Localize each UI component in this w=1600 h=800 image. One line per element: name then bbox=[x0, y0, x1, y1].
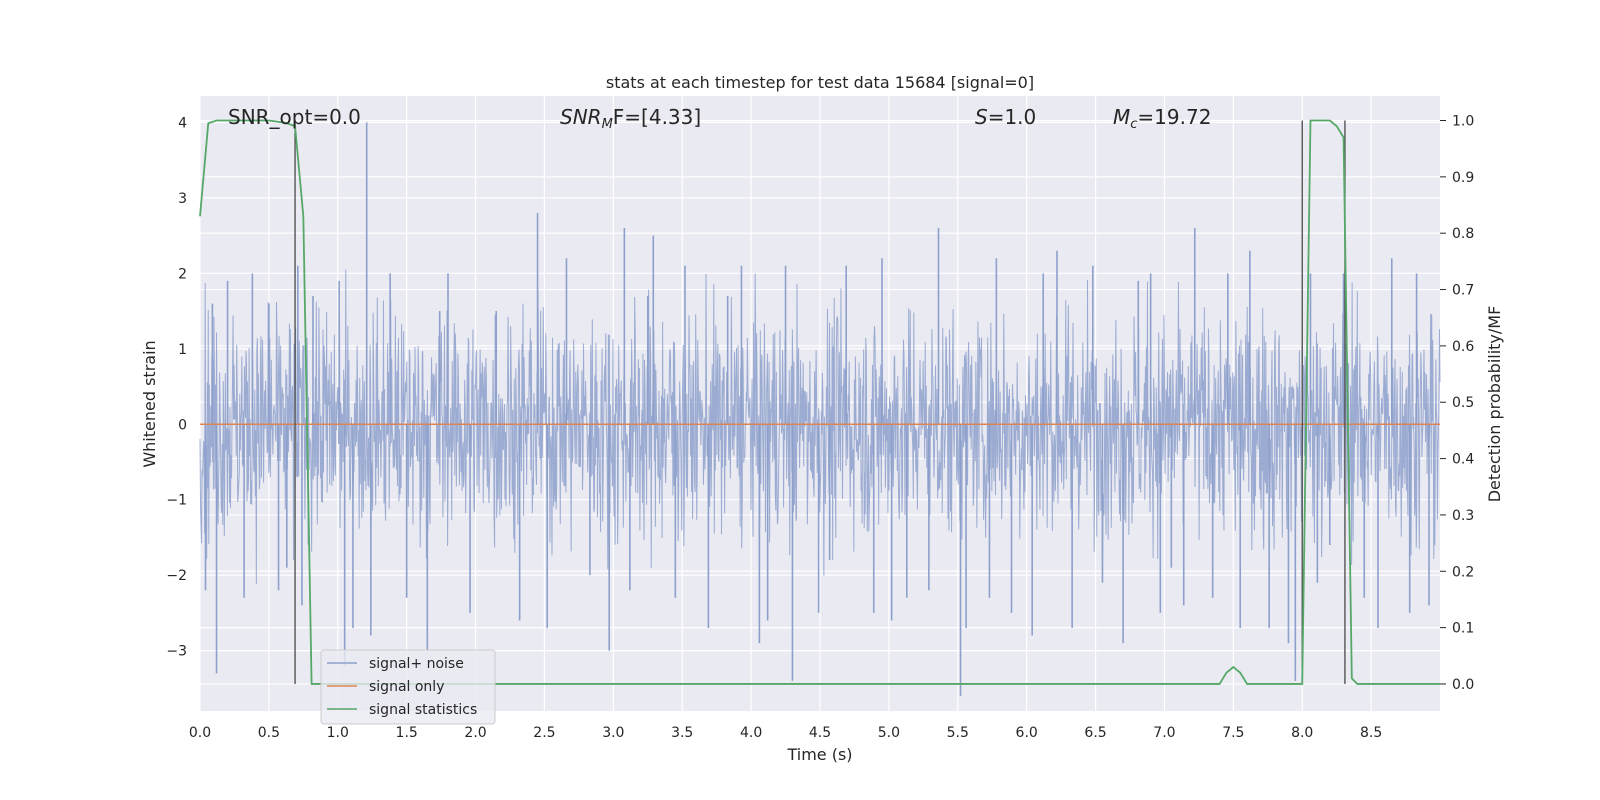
y2-tick-label: 0.7 bbox=[1452, 283, 1474, 299]
y-tick-label: 3 bbox=[178, 191, 187, 207]
annotation-mc: Mc=19.72 bbox=[1113, 105, 1211, 132]
x-tick-label: 6.5 bbox=[1084, 725, 1106, 741]
x-tick-label: 2.0 bbox=[464, 725, 486, 741]
y2-tick-label: 0.5 bbox=[1452, 395, 1474, 411]
x-tick-label: 6.0 bbox=[1016, 725, 1038, 741]
x-axis-ticks: 0.0 0.5 1.0 1.5 2.0 2.5 3.0 3.5 4.0 4.5 5.0 5.5 6.0 6… bbox=[189, 725, 1382, 741]
legend-label-signal-statistics: signal statistics bbox=[369, 702, 477, 718]
x-tick-label: 0.5 bbox=[258, 725, 280, 741]
x-tick-label: 2.5 bbox=[533, 725, 555, 741]
annotation-snr-opt: SNR_opt=0.0 bbox=[228, 105, 361, 129]
y2-axis-ticks: 0.0 0.1 0.2 0.3 0.4 0.5 0.6 0.7 0.8 0.9 1.0 bbox=[1440, 114, 1474, 693]
y2-tick-label: 0.6 bbox=[1452, 339, 1474, 355]
y-tick-label: −3 bbox=[166, 644, 187, 660]
y2-tick-label: 0.1 bbox=[1452, 621, 1474, 637]
x-tick-label: 5.5 bbox=[947, 725, 969, 741]
x-tick-label: 7.0 bbox=[1153, 725, 1175, 741]
annotation-snr-mf-sub: M bbox=[602, 117, 613, 132]
y2-tick-label: 0.9 bbox=[1452, 170, 1474, 186]
y2-axis-label: Detection probability/MF bbox=[1485, 306, 1504, 503]
annotation-s-base: S bbox=[975, 105, 988, 129]
annotation-mc-rest: =19.72 bbox=[1137, 105, 1211, 129]
x-tick-label: 4.0 bbox=[740, 725, 762, 741]
y2-tick-label: 0.0 bbox=[1452, 677, 1474, 693]
x-tick-label: 3.0 bbox=[602, 725, 624, 741]
noise-trace bbox=[199, 269, 1441, 584]
x-tick-label: 0.0 bbox=[189, 725, 211, 741]
y-tick-label: 1 bbox=[178, 342, 187, 358]
x-tick-label: 8.0 bbox=[1291, 725, 1313, 741]
y2-tick-label: 0.8 bbox=[1452, 226, 1474, 242]
y-tick-label: 2 bbox=[178, 266, 187, 282]
annotation-s-rest: =1.0 bbox=[988, 105, 1037, 129]
legend-label-signal-only: signal only bbox=[369, 679, 444, 695]
legend: signal+ noise signal only signal statist… bbox=[320, 649, 496, 725]
x-tick-label: 3.5 bbox=[671, 725, 693, 741]
y-tick-label: 4 bbox=[178, 115, 187, 131]
x-tick-label: 1.0 bbox=[327, 725, 349, 741]
x-tick-label: 5.0 bbox=[878, 725, 900, 741]
legend-box bbox=[320, 649, 496, 725]
annotation-snr-mf-base: SNR bbox=[560, 105, 602, 129]
y2-tick-label: 0.2 bbox=[1452, 564, 1474, 580]
x-tick-label: 4.5 bbox=[809, 725, 831, 741]
annotation-snr-mf: SNRMF=[4.33] bbox=[560, 105, 701, 132]
x-tick-label: 7.5 bbox=[1222, 725, 1244, 741]
y-tick-label: −2 bbox=[166, 568, 187, 584]
y-tick-label: −1 bbox=[166, 493, 187, 509]
y-axis-ticks: −3 −2 −1 0 1 2 3 4 bbox=[166, 115, 187, 659]
annotation-snr-mf-rest: F=[4.33] bbox=[613, 105, 701, 129]
legend-label-signal-noise: signal+ noise bbox=[369, 656, 464, 672]
y-axis-label: Whitened strain bbox=[140, 340, 159, 467]
x-tick-label: 1.5 bbox=[396, 725, 418, 741]
y2-tick-label: 0.3 bbox=[1452, 508, 1474, 524]
x-tick-label: 8.5 bbox=[1360, 725, 1382, 741]
y2-tick-label: 1.0 bbox=[1452, 114, 1474, 130]
annotation-s: S=1.0 bbox=[975, 105, 1036, 129]
y-tick-label: 0 bbox=[178, 417, 187, 433]
y2-tick-label: 0.4 bbox=[1452, 452, 1474, 468]
annotation-mc-sub: c bbox=[1130, 117, 1137, 132]
series-signal-noise bbox=[199, 122, 1441, 696]
chart-title: stats at each timestep for test data 156… bbox=[606, 73, 1034, 92]
annotation-mc-base: M bbox=[1113, 105, 1130, 129]
x-axis-label: Time (s) bbox=[786, 745, 852, 764]
